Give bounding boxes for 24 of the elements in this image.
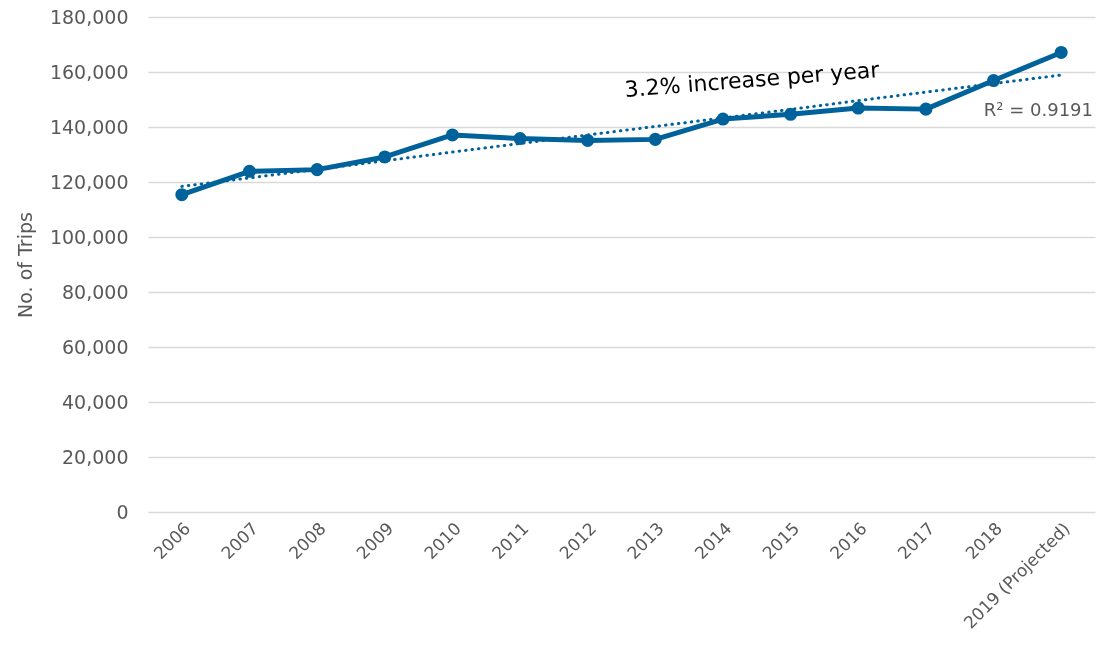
y-tick-label: 60,000 [62,335,129,358]
point [513,132,527,146]
y-tick-label: 160,000 [49,60,129,83]
y-tick-label: 80,000 [62,280,129,303]
y-tick-label: 40,000 [62,390,129,413]
annotation: R² = 0.9191 [983,99,1093,120]
annotation: 3.2% increase per year [623,56,882,102]
y-tick-label: 20,000 [62,445,129,468]
point [851,101,865,115]
y-tick-label: 100,000 [49,225,129,248]
point [445,128,459,142]
y-tick-label: 120,000 [49,170,129,193]
y-tick-label: 0 [116,500,129,523]
point [175,188,189,202]
point [648,132,662,146]
point [242,164,256,178]
y-tick-label: 180,000 [49,5,129,28]
y-tick-label: 140,000 [49,115,129,138]
point [987,74,1001,88]
point [1054,45,1068,59]
y-axis-title: No. of Trips [13,212,36,318]
point [581,133,595,147]
point [784,107,798,121]
point [919,102,933,116]
